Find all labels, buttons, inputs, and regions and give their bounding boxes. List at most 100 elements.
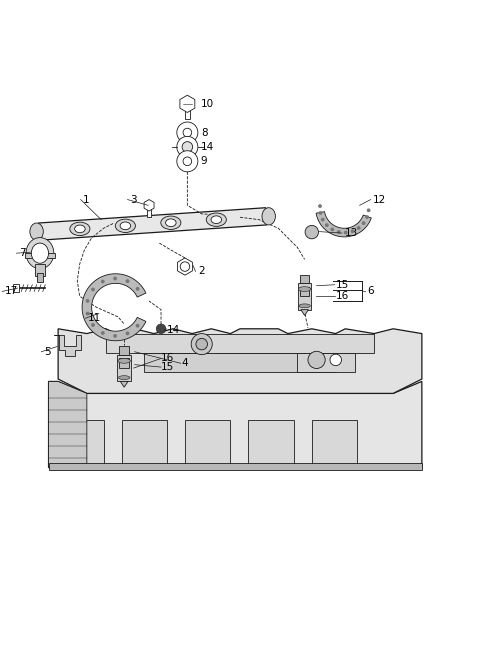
Text: 16: 16 — [161, 353, 174, 364]
Circle shape — [85, 299, 89, 303]
Ellipse shape — [262, 208, 276, 225]
Polygon shape — [38, 208, 267, 240]
Bar — [35, 264, 45, 276]
Polygon shape — [120, 382, 128, 387]
Circle shape — [365, 215, 369, 219]
Text: 15: 15 — [336, 280, 349, 290]
Polygon shape — [178, 258, 192, 275]
Ellipse shape — [115, 219, 135, 233]
Circle shape — [126, 332, 130, 335]
Text: 13: 13 — [344, 228, 358, 238]
Text: 15: 15 — [161, 362, 174, 372]
Bar — [298, 353, 355, 372]
Text: 5: 5 — [44, 347, 50, 357]
Circle shape — [180, 262, 190, 272]
Bar — [48, 463, 422, 470]
Ellipse shape — [26, 238, 54, 269]
Text: 6: 6 — [367, 286, 373, 296]
Text: 12: 12 — [373, 194, 386, 205]
Bar — [185, 420, 230, 468]
Polygon shape — [48, 382, 422, 468]
Bar — [120, 347, 129, 355]
Polygon shape — [106, 334, 374, 353]
Bar — [118, 355, 131, 382]
Polygon shape — [54, 335, 81, 356]
Circle shape — [177, 136, 198, 157]
Ellipse shape — [120, 222, 131, 229]
Text: 2: 2 — [198, 266, 204, 276]
Polygon shape — [180, 95, 195, 113]
Ellipse shape — [161, 216, 181, 229]
Bar — [248, 420, 294, 468]
Bar — [185, 104, 190, 119]
Bar — [37, 273, 43, 282]
Circle shape — [182, 142, 192, 152]
Circle shape — [318, 204, 322, 208]
Circle shape — [308, 351, 325, 369]
Polygon shape — [301, 310, 309, 316]
Text: 10: 10 — [201, 99, 214, 109]
Circle shape — [337, 230, 341, 234]
Polygon shape — [48, 382, 87, 468]
Ellipse shape — [299, 304, 311, 308]
Circle shape — [357, 226, 360, 230]
Circle shape — [101, 331, 105, 335]
Ellipse shape — [70, 222, 90, 236]
Circle shape — [325, 224, 329, 227]
Circle shape — [156, 324, 166, 334]
Ellipse shape — [206, 213, 227, 226]
Ellipse shape — [74, 225, 85, 233]
Circle shape — [113, 277, 117, 281]
Text: 14: 14 — [167, 325, 180, 335]
Text: 7: 7 — [19, 248, 25, 258]
Circle shape — [330, 354, 341, 365]
Circle shape — [183, 128, 192, 137]
Circle shape — [344, 231, 348, 235]
Bar — [312, 420, 357, 468]
Circle shape — [177, 151, 198, 172]
Bar — [121, 420, 167, 468]
Text: 17: 17 — [4, 286, 18, 296]
Ellipse shape — [211, 216, 222, 224]
Circle shape — [113, 334, 117, 338]
Ellipse shape — [299, 286, 311, 292]
Ellipse shape — [118, 358, 131, 364]
Bar — [120, 358, 129, 368]
Circle shape — [91, 323, 95, 327]
Ellipse shape — [31, 243, 48, 263]
Text: 16: 16 — [336, 291, 349, 301]
Ellipse shape — [119, 376, 130, 380]
Circle shape — [330, 227, 334, 231]
Text: 3: 3 — [130, 194, 136, 205]
Polygon shape — [82, 273, 146, 341]
Polygon shape — [144, 200, 154, 211]
Circle shape — [350, 229, 354, 233]
Bar — [298, 283, 312, 310]
Polygon shape — [58, 329, 422, 393]
Circle shape — [136, 324, 140, 328]
Circle shape — [101, 279, 105, 283]
Ellipse shape — [30, 223, 43, 240]
Bar — [300, 275, 310, 283]
Text: 14: 14 — [201, 142, 214, 152]
Text: 1: 1 — [83, 194, 90, 205]
Circle shape — [319, 211, 323, 215]
Polygon shape — [316, 212, 372, 237]
Circle shape — [91, 288, 95, 292]
Text: 8: 8 — [201, 128, 207, 137]
Text: 4: 4 — [181, 358, 188, 368]
Circle shape — [136, 287, 140, 291]
Circle shape — [85, 312, 89, 316]
Circle shape — [177, 122, 198, 143]
Circle shape — [362, 221, 366, 225]
Bar — [147, 205, 151, 217]
Circle shape — [196, 338, 207, 350]
Circle shape — [191, 334, 212, 354]
Circle shape — [367, 209, 371, 212]
Polygon shape — [144, 353, 336, 372]
Bar — [300, 286, 310, 296]
Text: 11: 11 — [88, 313, 101, 323]
Circle shape — [126, 279, 130, 283]
Circle shape — [321, 218, 324, 222]
Ellipse shape — [166, 219, 176, 227]
